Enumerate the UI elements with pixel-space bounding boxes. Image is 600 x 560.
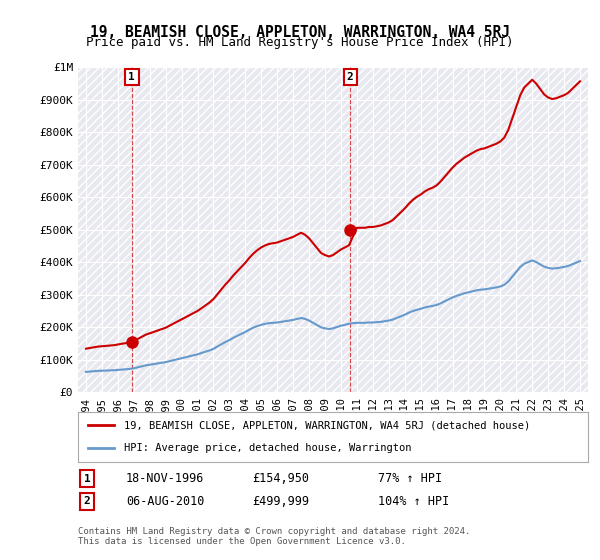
Text: £499,999: £499,999 bbox=[252, 494, 309, 508]
Text: 104% ↑ HPI: 104% ↑ HPI bbox=[378, 494, 449, 508]
Text: Price paid vs. HM Land Registry's House Price Index (HPI): Price paid vs. HM Land Registry's House … bbox=[86, 36, 514, 49]
Text: £154,950: £154,950 bbox=[252, 472, 309, 486]
Text: 2: 2 bbox=[83, 496, 91, 506]
Text: 77% ↑ HPI: 77% ↑ HPI bbox=[378, 472, 442, 486]
Text: 19, BEAMISH CLOSE, APPLETON, WARRINGTON, WA4 5RJ: 19, BEAMISH CLOSE, APPLETON, WARRINGTON,… bbox=[90, 25, 510, 40]
Text: HPI: Average price, detached house, Warrington: HPI: Average price, detached house, Warr… bbox=[124, 444, 412, 454]
Text: 1: 1 bbox=[83, 474, 91, 484]
Text: 2: 2 bbox=[347, 72, 353, 82]
Text: 19, BEAMISH CLOSE, APPLETON, WARRINGTON, WA4 5RJ (detached house): 19, BEAMISH CLOSE, APPLETON, WARRINGTON,… bbox=[124, 420, 530, 430]
Text: 18-NOV-1996: 18-NOV-1996 bbox=[126, 472, 205, 486]
Text: Contains HM Land Registry data © Crown copyright and database right 2024.
This d: Contains HM Land Registry data © Crown c… bbox=[78, 526, 470, 546]
Text: 1: 1 bbox=[128, 72, 135, 82]
Text: 06-AUG-2010: 06-AUG-2010 bbox=[126, 494, 205, 508]
